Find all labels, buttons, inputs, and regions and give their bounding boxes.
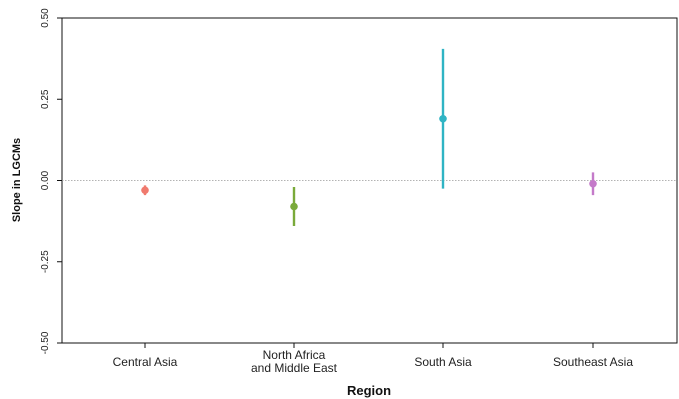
y-tick-label: 0.00: [40, 170, 51, 190]
x-axis-title: Region: [347, 383, 391, 398]
x-tick-label: Central Asia: [113, 355, 178, 369]
x-tick-label: Southeast Asia: [553, 355, 633, 369]
estimate-dot: [290, 202, 298, 211]
y-tick-label: -0.50: [40, 331, 51, 354]
x-axis: Central Asia North Africa and Middle East S…: [113, 343, 633, 375]
point-estimate: [439, 48, 447, 189]
x-tick-label: North Africa and Middle East: [251, 348, 338, 375]
estimate-dot: [439, 114, 447, 123]
point-estimate: [589, 172, 597, 196]
estimate-dot: [141, 186, 149, 195]
y-axis: 0.50 0.25 0.00 -0.25 -0.50: [40, 8, 62, 354]
point-estimate: [141, 185, 149, 196]
point-estimate: [290, 187, 298, 226]
y-tick-label: -0.25: [40, 250, 51, 273]
y-tick-label: 0.25: [40, 89, 51, 109]
estimate-dot: [589, 179, 597, 188]
chart-marks: [62, 48, 677, 226]
y-axis-title: Slope in LGCMs: [11, 138, 23, 222]
x-tick-label: South Asia: [414, 355, 472, 369]
y-tick-label: 0.50: [40, 8, 51, 28]
